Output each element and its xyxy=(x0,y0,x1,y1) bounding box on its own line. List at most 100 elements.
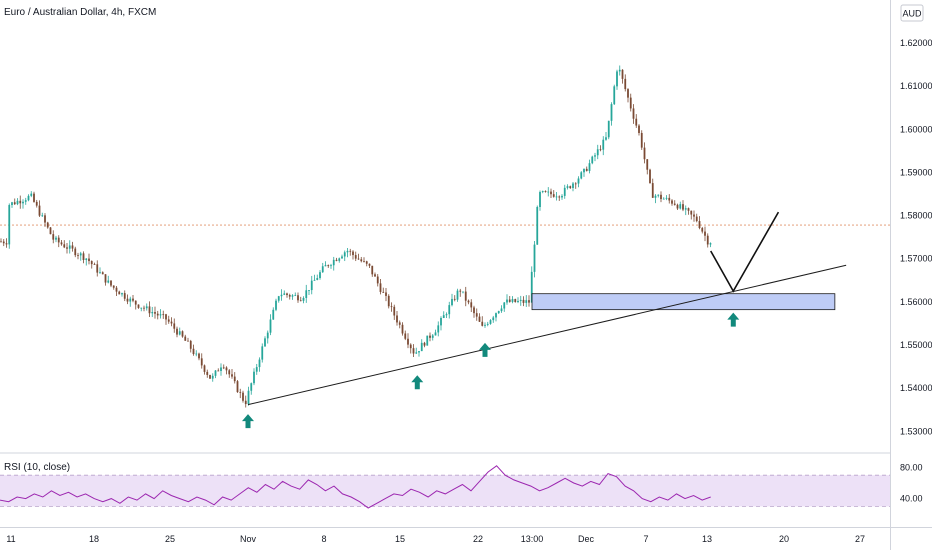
candle-down xyxy=(299,300,302,302)
candle-up xyxy=(442,315,445,318)
candle-up xyxy=(253,371,255,384)
candle-down xyxy=(357,258,360,260)
candle-down xyxy=(239,392,242,393)
candle-down xyxy=(118,291,121,295)
price-tick-label: 1.54000 xyxy=(900,383,932,393)
candle-up xyxy=(506,299,508,303)
candle-down xyxy=(132,298,134,301)
candle-up xyxy=(577,178,580,184)
candle-up xyxy=(618,69,621,72)
candle-up xyxy=(541,191,544,193)
candle-down xyxy=(544,191,547,192)
candle-down xyxy=(682,204,684,210)
candle-down xyxy=(687,208,690,211)
candle-up xyxy=(448,305,451,315)
ascending-trendline[interactable] xyxy=(247,264,847,406)
candle-up xyxy=(159,314,162,316)
price-tick-label: 1.62000 xyxy=(900,38,932,48)
candle-down xyxy=(379,283,382,292)
candle-down xyxy=(288,295,291,297)
candle-down xyxy=(167,319,170,322)
candle-down xyxy=(335,259,338,261)
candle-down xyxy=(112,285,115,288)
candle-down xyxy=(35,201,38,206)
time-tick-label: 20 xyxy=(779,534,789,544)
candle-up xyxy=(68,245,71,249)
support-zone[interactable] xyxy=(531,293,836,311)
candle-up xyxy=(616,71,618,87)
candle-down xyxy=(376,276,379,284)
symbol-title[interactable]: Euro / Australian Dollar, 4h, FXCM xyxy=(4,7,156,18)
candle-up xyxy=(272,309,275,320)
candle-down xyxy=(360,259,363,262)
price-axis[interactable]: 1.53000 1.54000 1.55000 1.56000 1.57000 1.580… xyxy=(900,38,932,436)
candle-up xyxy=(484,324,486,326)
candle-up xyxy=(247,390,250,405)
time-tick-label: Dec xyxy=(578,534,595,544)
candle-down xyxy=(2,241,5,244)
candle-up xyxy=(305,290,308,298)
candle-down xyxy=(189,340,192,349)
candle-up xyxy=(316,278,319,280)
rsi-title[interactable]: RSI (10, close) xyxy=(4,462,70,473)
candle-up xyxy=(151,312,154,314)
candle-down xyxy=(176,328,178,335)
candle-down xyxy=(66,247,68,249)
candle-up xyxy=(503,302,506,309)
candle-up xyxy=(602,139,605,150)
candle-up xyxy=(418,351,420,353)
candle-down xyxy=(429,335,431,338)
candle-up xyxy=(591,156,594,164)
candle-down xyxy=(464,291,467,301)
candle-down xyxy=(126,298,129,302)
candle-up xyxy=(605,137,607,140)
candle-down xyxy=(569,186,572,188)
candle-up xyxy=(55,237,57,240)
candle-down xyxy=(704,231,706,236)
candle-down xyxy=(627,89,629,98)
candle-down xyxy=(629,97,632,109)
candle-down xyxy=(550,191,552,195)
candle-down xyxy=(217,370,220,372)
time-tick-label: 7 xyxy=(643,534,648,544)
candle-up xyxy=(22,201,24,204)
candle-up xyxy=(310,280,313,291)
candle-down xyxy=(354,255,357,259)
arrow-up-icon xyxy=(727,312,740,327)
candle-up xyxy=(662,198,665,200)
candle-up xyxy=(121,293,123,295)
time-axis[interactable]: 11 18 25 Nov 8 15 22 13:00 Dec 7 13 20 27 xyxy=(6,534,865,544)
candle-up xyxy=(275,300,277,310)
candle-up xyxy=(415,352,418,354)
candle-down xyxy=(327,265,330,267)
candle-up xyxy=(319,272,321,279)
price-tick-label: 1.57000 xyxy=(900,254,932,264)
candle-up xyxy=(497,311,500,314)
projection-path[interactable] xyxy=(710,211,780,293)
candle-up xyxy=(277,296,280,301)
candle-down xyxy=(690,210,693,215)
candle-up xyxy=(445,314,448,316)
candle-up xyxy=(555,196,558,198)
candle-down xyxy=(401,324,404,334)
candle-down xyxy=(198,353,200,359)
candle-down xyxy=(244,400,247,405)
candle-down xyxy=(404,333,407,339)
candle-down xyxy=(638,125,640,133)
currency-badge-box xyxy=(900,4,924,22)
candle-down xyxy=(693,214,695,217)
candle-down xyxy=(225,367,228,371)
candle-up xyxy=(261,346,264,360)
candle-down xyxy=(33,193,35,202)
candle-up xyxy=(178,331,181,335)
candle-up xyxy=(456,290,459,300)
candle-down xyxy=(423,342,426,346)
candle-up xyxy=(519,299,522,301)
candle-up xyxy=(330,265,332,267)
candle-up xyxy=(324,265,327,267)
candle-down xyxy=(181,331,184,337)
candle-down xyxy=(585,168,588,171)
candle-down xyxy=(13,202,16,205)
candle-down xyxy=(104,274,107,283)
